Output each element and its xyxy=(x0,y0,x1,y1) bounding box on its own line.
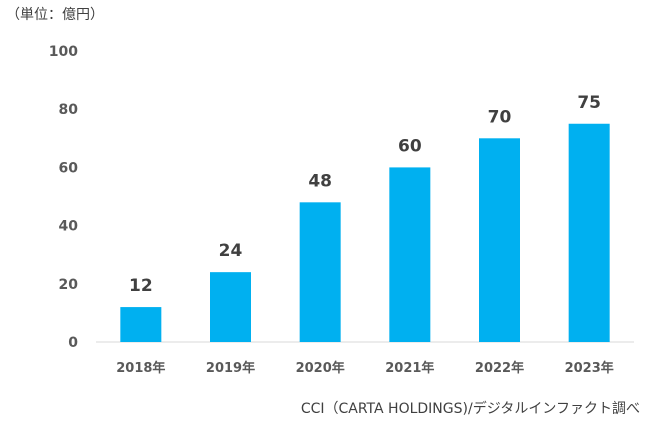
bar xyxy=(120,307,162,342)
x-axis-ticks: 2018年 2019年 2020年 2021年 2022年 2023年 xyxy=(116,360,614,376)
data-label: 48 xyxy=(308,171,332,191)
source-note: CCI（CARTA HOLDINGS)/デジタルインファクト調べ xyxy=(300,401,640,417)
x-tick-label: 2018年 xyxy=(116,360,165,376)
y-axis-ticks: 0 20 40 60 80 100 xyxy=(49,44,78,351)
x-tick-label: 2021年 xyxy=(385,360,434,376)
data-label: 24 xyxy=(219,241,243,261)
data-label: 70 xyxy=(488,107,512,127)
y-tick-label: 60 xyxy=(59,160,79,176)
y-tick-label: 20 xyxy=(59,277,79,293)
bar xyxy=(389,167,431,342)
unit-label: （単位：億円） xyxy=(6,7,104,23)
x-tick-label: 2023年 xyxy=(565,360,614,376)
x-tick-label: 2019年 xyxy=(206,360,255,376)
y-tick-label: 0 xyxy=(68,335,78,351)
data-label: 12 xyxy=(129,276,153,296)
y-tick-label: 80 xyxy=(59,102,79,118)
data-label: 75 xyxy=(577,93,601,113)
data-label: 60 xyxy=(398,136,422,156)
bar xyxy=(568,123,610,342)
x-tick-label: 2022年 xyxy=(475,360,524,376)
data-labels: 12 24 48 60 70 75 xyxy=(129,93,601,296)
y-tick-label: 100 xyxy=(49,44,78,60)
bar xyxy=(479,138,520,342)
y-tick-label: 40 xyxy=(59,219,79,235)
bar xyxy=(299,202,341,342)
x-tick-label: 2020年 xyxy=(296,360,345,376)
bars xyxy=(120,123,610,342)
bar xyxy=(210,272,251,342)
